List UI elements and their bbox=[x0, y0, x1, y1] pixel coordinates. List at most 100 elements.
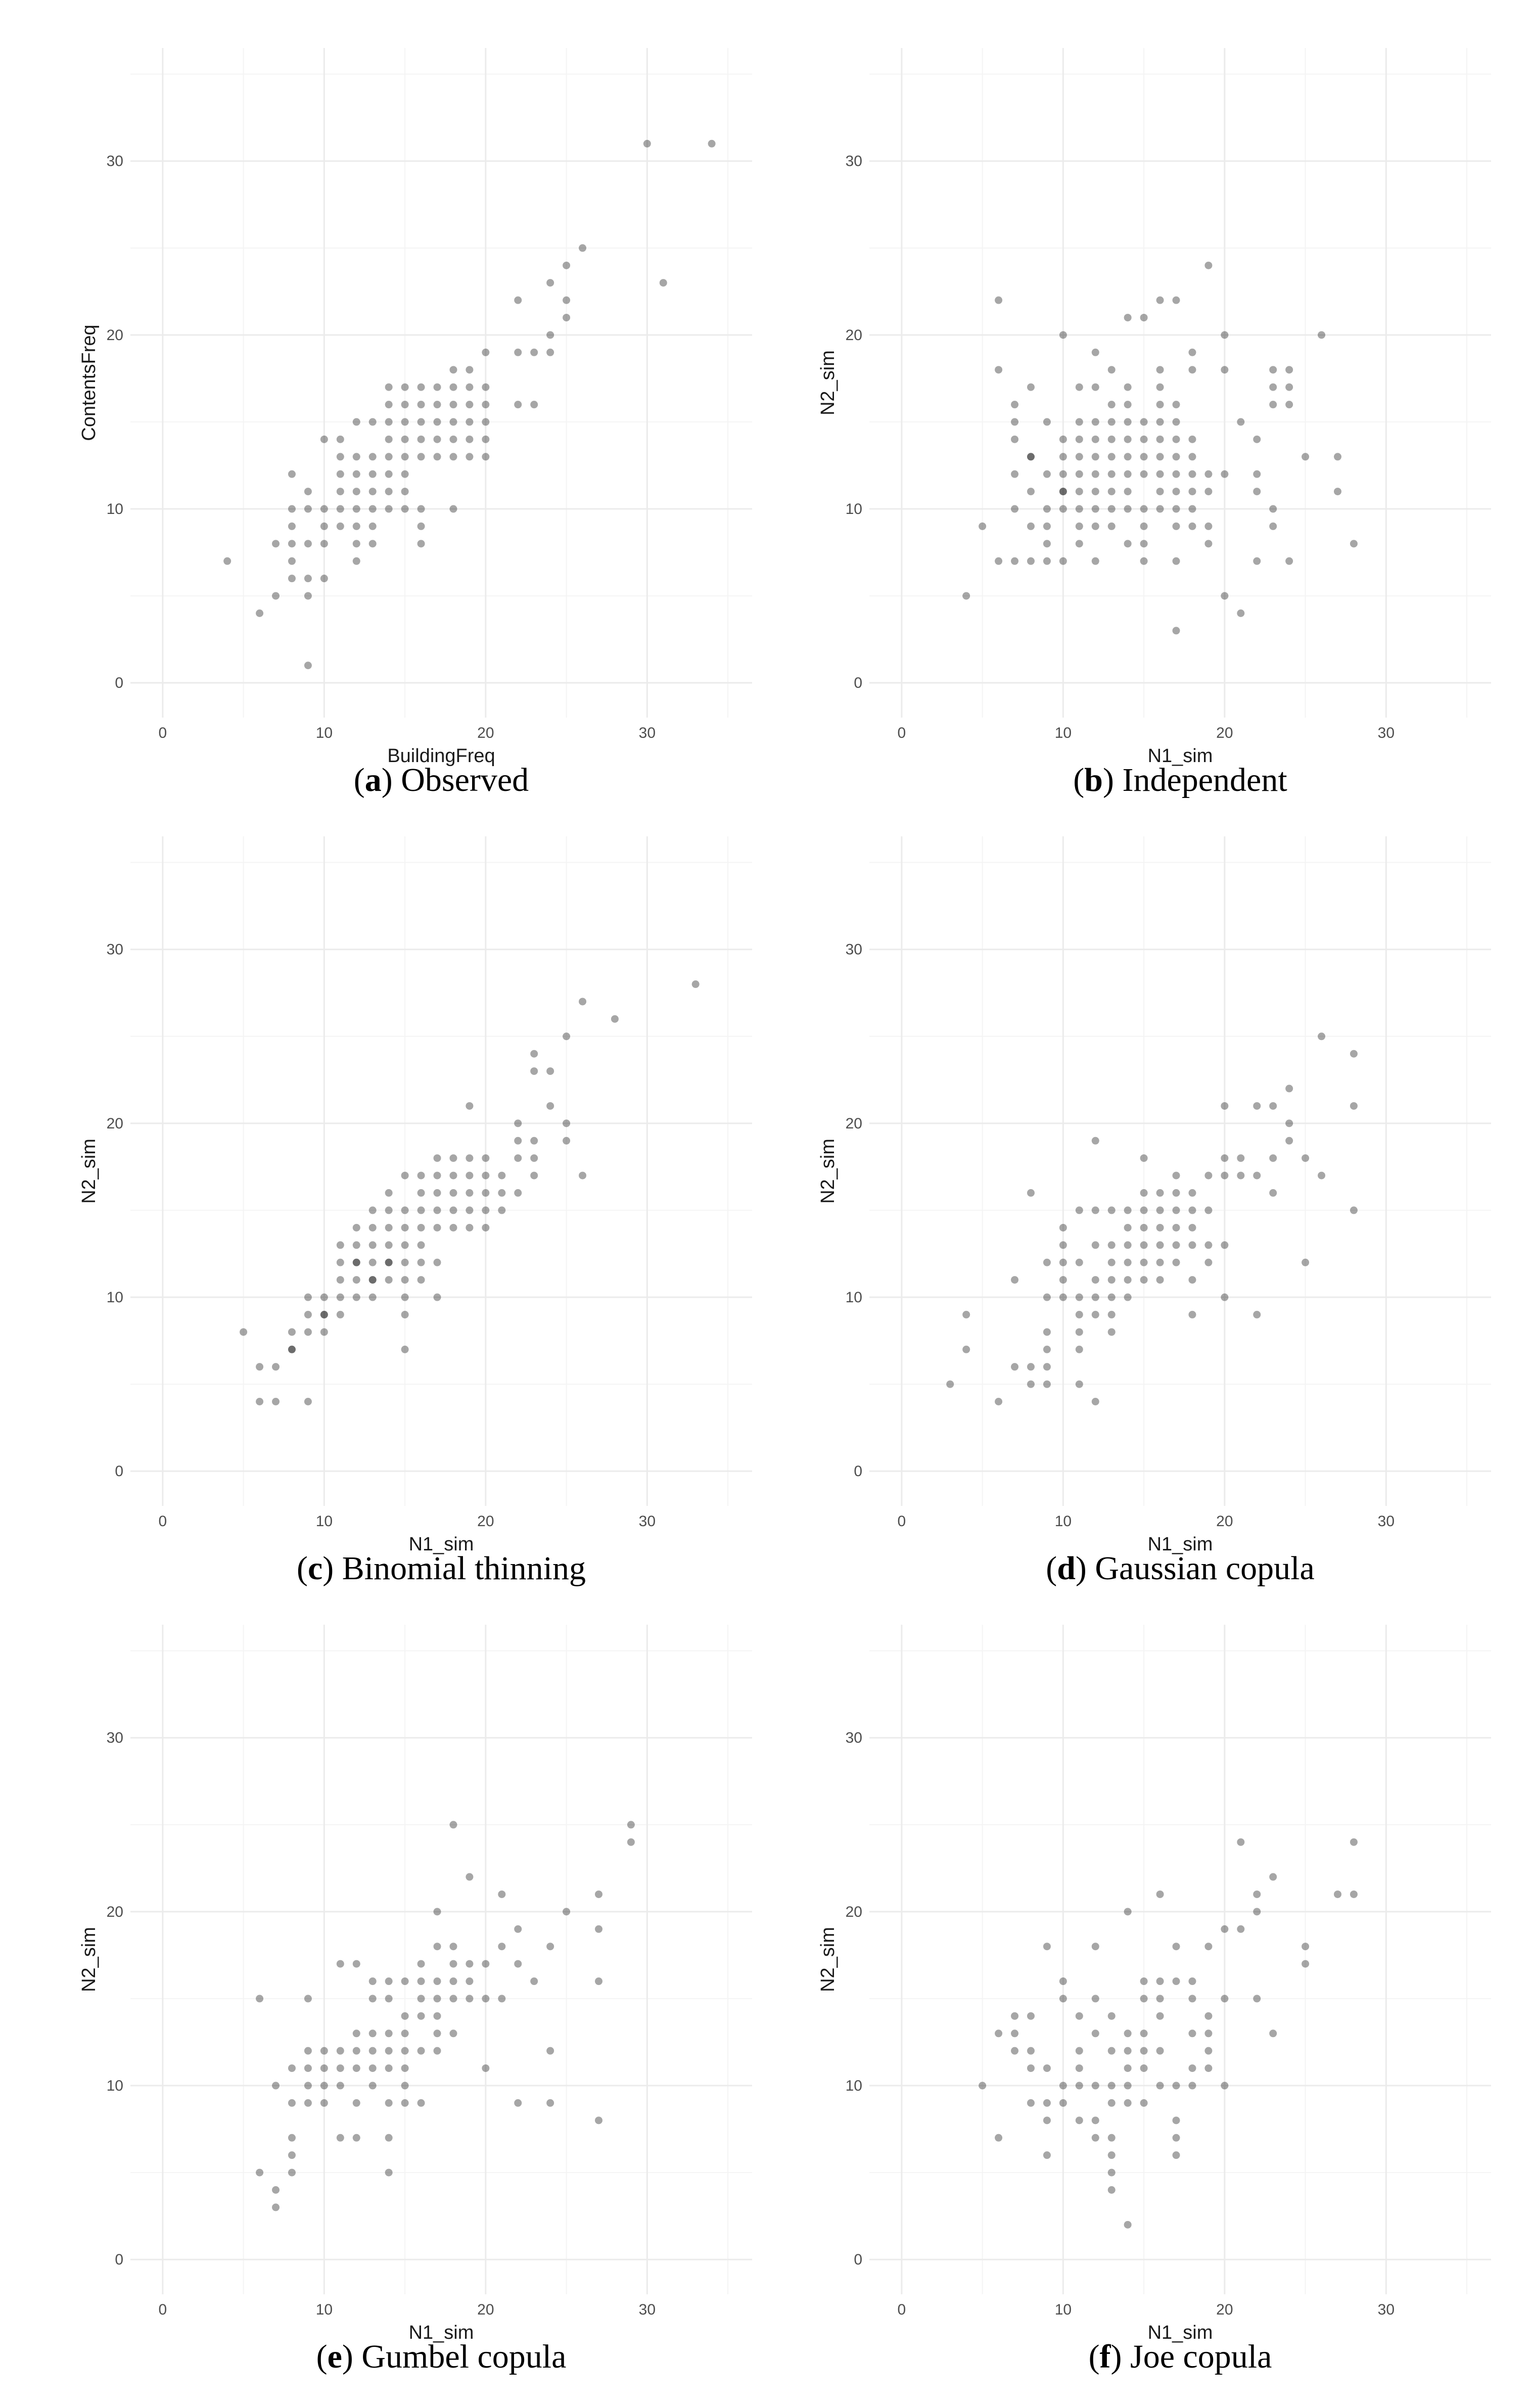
panel-b-x-tick-label: 10 bbox=[1055, 725, 1072, 741]
panel-b-point bbox=[1059, 470, 1067, 478]
panel-a-point bbox=[546, 331, 554, 339]
panel-e-point bbox=[514, 1925, 522, 1933]
panel-a-point bbox=[385, 453, 393, 461]
panel-b-point bbox=[1091, 522, 1099, 530]
panel-e-point bbox=[272, 2082, 280, 2090]
panel-e-point bbox=[336, 2134, 344, 2142]
panel-c-point bbox=[304, 1398, 312, 1406]
panel-d-y-tick-label: 0 bbox=[854, 1463, 862, 1480]
panel-e-x-axis-title: N1_sim bbox=[409, 2322, 474, 2343]
panel-d-caption-text: Gaussian copula bbox=[1095, 1550, 1314, 1587]
panel-e-point bbox=[385, 2168, 393, 2177]
panel-c-point bbox=[336, 1241, 344, 1249]
panel-d-point bbox=[1043, 1363, 1051, 1371]
panel-c-x-tick-label: 10 bbox=[316, 1513, 333, 1530]
panel-e-point bbox=[482, 1995, 490, 2003]
panel-b-point bbox=[1172, 505, 1180, 513]
panel-f-point bbox=[1269, 1873, 1277, 1881]
panel-a-point bbox=[417, 401, 425, 409]
panel-e-point bbox=[449, 1977, 457, 1986]
panel-f-point bbox=[1011, 2012, 1019, 2020]
panel-b-point bbox=[1140, 505, 1148, 513]
panel-e-y-tick-label: 10 bbox=[107, 2078, 123, 2094]
panel-d-point bbox=[1043, 1380, 1051, 1388]
panel-c-point bbox=[530, 1050, 538, 1058]
panel-c-point bbox=[563, 1137, 571, 1145]
panel-a-point bbox=[659, 279, 667, 287]
panel-e-point bbox=[352, 2064, 360, 2072]
panel-d-point bbox=[1075, 1380, 1083, 1388]
panel-a-point bbox=[401, 383, 409, 391]
panel-b-point bbox=[1333, 488, 1341, 496]
panel-f-point bbox=[1059, 2082, 1067, 2090]
panel-e-point bbox=[627, 1821, 635, 1829]
panel-e-point bbox=[304, 2082, 312, 2090]
panel-b-point bbox=[1156, 296, 1164, 304]
panel-b-point bbox=[1172, 435, 1180, 443]
panel-d-point bbox=[1204, 1258, 1213, 1266]
panel-d-point bbox=[995, 1398, 1003, 1406]
panel-a-point bbox=[417, 505, 425, 513]
panel-b-point bbox=[1091, 557, 1099, 565]
panel-b-point bbox=[1237, 609, 1245, 618]
panel-f-point bbox=[1156, 2012, 1164, 2020]
panel-e-point bbox=[417, 1960, 425, 1968]
panel-c-caption: (c) Binomial thinning bbox=[297, 1550, 586, 1587]
panel-f-point bbox=[1253, 1890, 1261, 1898]
panel-d-point bbox=[1172, 1241, 1180, 1249]
panel-c-point bbox=[417, 1241, 425, 1249]
panel-b-point bbox=[1107, 366, 1116, 374]
panel-a-point bbox=[336, 453, 344, 461]
panel-f-point bbox=[979, 2082, 987, 2090]
panel-b-point bbox=[1172, 488, 1180, 496]
panel-f-y-tick-label: 20 bbox=[846, 1904, 862, 1920]
panel-e-point bbox=[385, 1977, 393, 1986]
panel-a-point bbox=[417, 522, 425, 530]
panel-b-point bbox=[1043, 470, 1051, 478]
panel-b-point bbox=[1075, 470, 1083, 478]
panel-d-point bbox=[1059, 1223, 1067, 1232]
panel-a-point bbox=[482, 418, 490, 426]
panel-e-point bbox=[449, 1995, 457, 2003]
panel-c-point bbox=[352, 1241, 360, 1249]
panel-c-grid bbox=[130, 836, 752, 1506]
panel-e-point bbox=[320, 2047, 328, 2055]
panel-c-point bbox=[498, 1171, 506, 1179]
panel-c-point bbox=[514, 1189, 522, 1197]
panel-a-point bbox=[563, 313, 571, 321]
panel-a-point bbox=[530, 401, 538, 409]
panel-b-point bbox=[979, 522, 987, 530]
panel-e-point bbox=[563, 1908, 571, 1916]
panel-b-point bbox=[1011, 505, 1019, 513]
panel-a-point bbox=[563, 296, 571, 304]
panel-f-x-tick-label: 0 bbox=[898, 2301, 906, 2318]
panel-d-point bbox=[1107, 1328, 1116, 1336]
panel-e-point bbox=[288, 2168, 296, 2177]
panel-b-x-ticks: 0 10 20 30 bbox=[898, 725, 1395, 741]
panel-b-point bbox=[1059, 435, 1067, 443]
panel-b-point bbox=[1011, 418, 1019, 426]
panel-a-point bbox=[385, 383, 393, 391]
panel-c-point bbox=[530, 1137, 538, 1145]
panel-b-point bbox=[1124, 383, 1132, 391]
panel-c-point bbox=[320, 1293, 328, 1301]
panel-b: 0 10 20 30 0 10 20 30 N1_sim N2_sim (b) … bbox=[817, 48, 1491, 798]
panel-b-y-tick-label: 20 bbox=[846, 327, 862, 344]
panel-f-point bbox=[1221, 2082, 1229, 2090]
panel-b-point bbox=[1059, 505, 1067, 513]
panel-d-x-tick-label: 30 bbox=[1378, 1513, 1395, 1530]
panel-f-point bbox=[1107, 2082, 1116, 2090]
panel-f-point bbox=[1043, 2151, 1051, 2159]
panel-c-point bbox=[498, 1189, 506, 1197]
panel-c-point bbox=[546, 1102, 554, 1110]
panel-b-point bbox=[1011, 401, 1019, 409]
panel-b-point bbox=[1285, 366, 1293, 374]
panel-d-point bbox=[1302, 1258, 1310, 1266]
panel-d-y-tick-label: 20 bbox=[846, 1115, 862, 1132]
panel-a-points bbox=[223, 139, 716, 670]
panel-a-point bbox=[288, 470, 296, 478]
panel-b-point bbox=[1124, 401, 1132, 409]
panel-c-point bbox=[272, 1398, 280, 1406]
panel-c-point bbox=[368, 1276, 377, 1284]
panel-e-point bbox=[401, 1977, 409, 1986]
